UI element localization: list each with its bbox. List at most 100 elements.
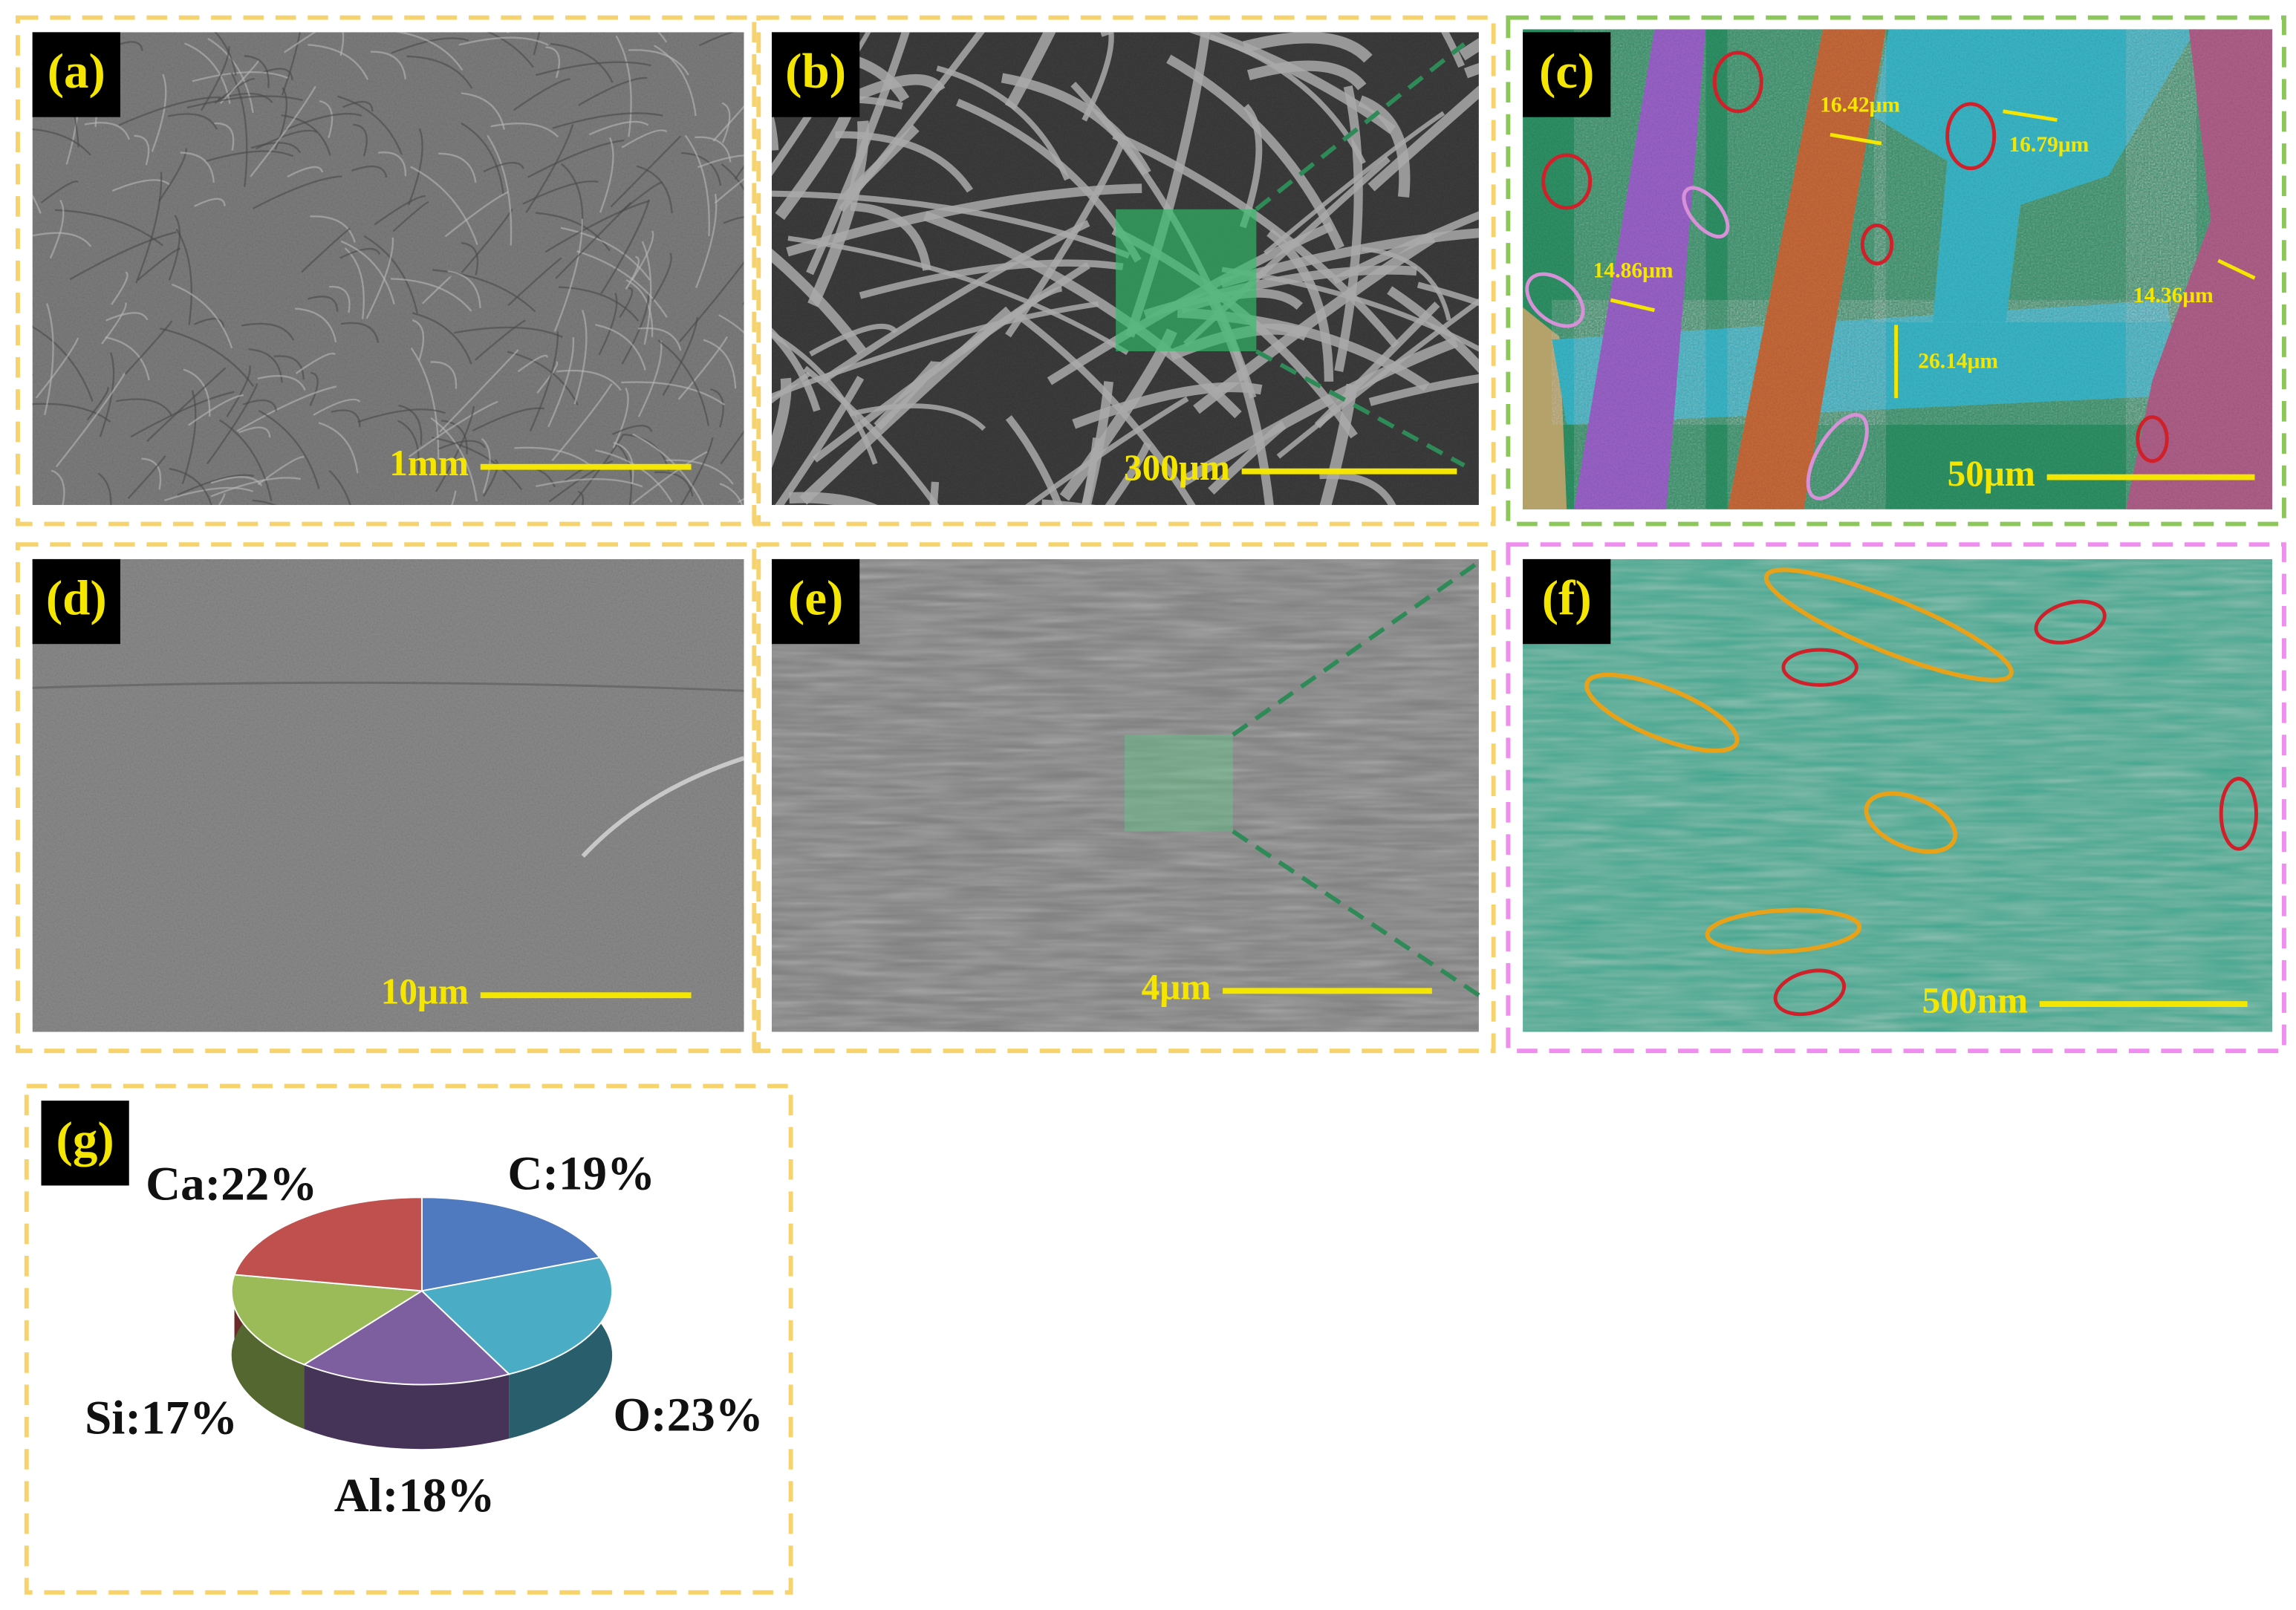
fiber: [328, 469, 351, 505]
fiber: [552, 112, 663, 129]
mark-red: [1860, 224, 1894, 266]
fiber: [677, 336, 728, 400]
fiber: [1368, 374, 1479, 406]
fiber: [487, 32, 534, 68]
fiber-purple: [1574, 29, 1706, 509]
fiber: [135, 172, 163, 284]
mark-red: [1773, 968, 1847, 1017]
fiber: [1220, 228, 1479, 288]
fiber: [506, 32, 512, 34]
fiber: [723, 216, 744, 224]
fiber: [432, 269, 536, 313]
fiber: [301, 227, 351, 273]
fiber: [513, 78, 570, 111]
fiber: [621, 129, 668, 149]
panel-label: (f): [1542, 570, 1592, 625]
fiber: [250, 142, 302, 154]
fiber: [101, 302, 127, 345]
fiber: [167, 113, 218, 130]
fiber: [482, 459, 498, 498]
fiber: [226, 365, 251, 417]
fiber: [410, 166, 478, 245]
fiber: [803, 365, 940, 505]
fiber: [342, 101, 374, 112]
mark-orange: [1763, 567, 2014, 682]
fiber: [281, 114, 331, 156]
sem-image: [32, 32, 744, 505]
fiber: [257, 375, 306, 391]
pie-slice: [302, 1290, 511, 1386]
measurement-label: 26.14μm: [1918, 350, 1998, 374]
pie-side: [304, 1364, 510, 1450]
fiber: [612, 387, 629, 449]
fiber: [547, 337, 575, 428]
fiber: [230, 72, 248, 187]
fiber: [1112, 131, 1399, 348]
fiber: [1314, 302, 1440, 428]
fiber: [812, 261, 1090, 463]
fiber: [242, 399, 278, 412]
pie-label: C:19%: [507, 1147, 655, 1201]
fiber: [487, 134, 513, 246]
fiber: [86, 386, 109, 421]
fiber: [573, 310, 588, 405]
zoom-line: [1232, 830, 1480, 997]
fiber: [771, 301, 1099, 400]
fiber: [32, 232, 92, 247]
fiber: [214, 32, 237, 76]
panel-label: (d): [46, 570, 107, 625]
fiber: [461, 242, 479, 276]
fiber: [340, 240, 395, 304]
fiber: [719, 483, 744, 505]
fiber: [111, 179, 170, 192]
fiber: [1332, 211, 1479, 284]
fiber: [310, 215, 356, 243]
fiber: [517, 354, 548, 373]
fiber: [654, 45, 697, 117]
fiber: [252, 175, 342, 209]
fiber: [51, 469, 65, 505]
fiber: [680, 437, 714, 505]
fiber: [353, 123, 368, 157]
mark-red: [2136, 415, 2169, 463]
fiber: [40, 180, 79, 203]
fiber: [313, 398, 361, 416]
fiber: [32, 402, 111, 423]
panel-frame: [756, 15, 1496, 527]
fiber: [1243, 32, 1373, 63]
fiber: [923, 211, 1242, 419]
fiber: [134, 134, 150, 166]
mark-orange: [1584, 672, 1740, 753]
fiber: [684, 134, 710, 237]
fiber: [507, 257, 562, 307]
fiber: [308, 44, 369, 80]
fiber: [214, 78, 256, 104]
panel-frame: [24, 1083, 793, 1595]
fiber: [214, 122, 235, 151]
fiber: [535, 212, 611, 252]
sem-bg: [32, 558, 744, 1032]
panel-label-bg: [771, 32, 860, 117]
panel-frame: [16, 542, 757, 1054]
fiber: [241, 322, 295, 341]
fiber: [555, 201, 632, 279]
fiber: [1004, 32, 1056, 111]
fiber: [548, 460, 614, 503]
fiber: [1180, 336, 1458, 486]
fiber: [180, 151, 215, 183]
scale-bar-label: 10μm: [381, 971, 469, 1012]
fiber: [461, 92, 505, 130]
measure-line: [2003, 109, 2058, 123]
fiber: [578, 76, 648, 106]
fiber: [595, 324, 646, 371]
fiber: [612, 425, 653, 436]
fiber: [809, 323, 898, 356]
fiber: [219, 60, 260, 104]
fiber: [177, 474, 254, 496]
pie-label: Al:18%: [334, 1469, 495, 1522]
fiber: [664, 459, 734, 485]
fiber: [771, 327, 821, 412]
fiber: [32, 325, 94, 402]
fiber: [458, 36, 549, 46]
pie-label: Ca:22%: [146, 1157, 317, 1210]
